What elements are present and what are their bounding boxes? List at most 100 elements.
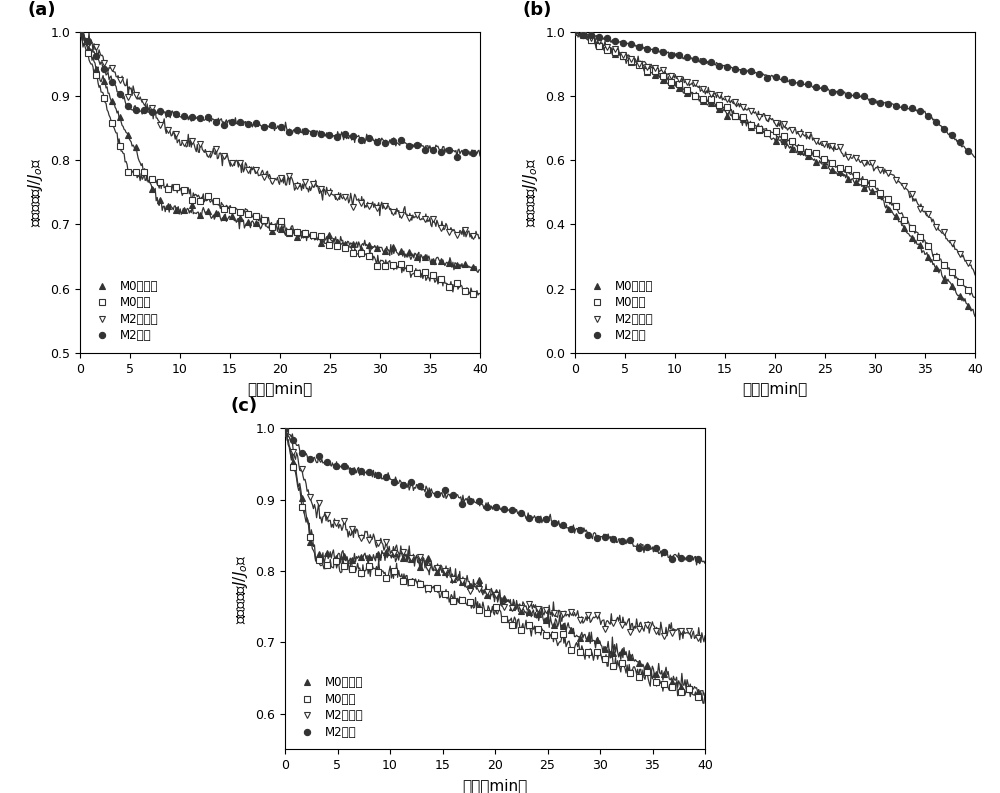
M2光照: [275, 122, 287, 132]
M0无光照: [372, 549, 384, 558]
M0光照: [786, 136, 798, 146]
M2光照: [443, 145, 455, 155]
M0无光照: [778, 136, 790, 146]
M0无光照: [467, 262, 479, 272]
M0光照: [234, 207, 246, 216]
M2光照: [291, 125, 303, 135]
M2无光照: [593, 36, 605, 46]
M2光照: [456, 499, 468, 508]
M0无光照: [275, 224, 287, 234]
M0无光照: [930, 263, 942, 273]
M2无光照: [395, 210, 407, 220]
Line: M2无光照: M2无光照: [282, 427, 701, 641]
M2无光照: [403, 213, 415, 222]
M0光照: [74, 22, 86, 32]
M0无光照: [330, 554, 342, 563]
M2光照: [540, 514, 552, 523]
M0光照: [287, 462, 299, 472]
M0光照: [122, 167, 134, 177]
M2光照: [761, 73, 773, 82]
M0光照: [347, 248, 359, 258]
M0无光照: [810, 157, 822, 167]
M0无光照: [898, 223, 910, 232]
M0光照: [906, 224, 918, 233]
M0光照: [170, 182, 182, 192]
M2光照: [481, 502, 493, 511]
M2光照: [498, 504, 510, 514]
M2光照: [439, 485, 451, 495]
M0无光照: [548, 620, 560, 630]
M2无光照: [414, 552, 426, 561]
M2光照: [745, 67, 757, 76]
M2光照: [226, 117, 238, 126]
M0无光照: [363, 239, 375, 249]
M2无光照: [387, 207, 399, 216]
M2光照: [339, 130, 351, 140]
M0无光照: [473, 576, 485, 585]
M0光照: [922, 241, 934, 251]
M0无光照: [770, 136, 782, 146]
M0光照: [866, 178, 878, 187]
M0光照: [388, 566, 400, 576]
M2无光照: [794, 129, 806, 139]
M0光照: [473, 605, 485, 615]
M2无光照: [914, 204, 926, 213]
Y-axis label: 相对通量（$J/J_o$）: 相对通量（$J/J_o$）: [521, 158, 540, 227]
M2无光照: [585, 33, 597, 43]
M2无光照: [186, 136, 198, 146]
M2光照: [818, 83, 830, 93]
M0无光照: [938, 275, 950, 285]
M0无光照: [379, 247, 391, 256]
M2无光照: [114, 75, 126, 85]
M0无光照: [296, 493, 308, 503]
M2光照: [422, 489, 434, 499]
X-axis label: 时间（min）: 时间（min）: [742, 381, 808, 396]
M2无光照: [721, 94, 733, 104]
M0无光照: [826, 166, 838, 175]
M0光照: [705, 94, 717, 104]
M2无光照: [170, 129, 182, 139]
M2无光照: [379, 201, 391, 210]
M2光照: [574, 525, 586, 534]
M2光照: [850, 90, 862, 100]
M2光照: [338, 461, 350, 470]
M0无光照: [435, 256, 447, 266]
M0无光照: [673, 83, 685, 93]
M0无光照: [313, 549, 325, 558]
M2无光照: [291, 182, 303, 191]
M2无光照: [906, 189, 918, 198]
M2光照: [296, 448, 308, 458]
M0光照: [186, 195, 198, 205]
M0无光照: [242, 217, 254, 227]
M0光照: [380, 573, 392, 582]
M0光照: [609, 47, 621, 56]
M2无光照: [202, 150, 214, 159]
M2光照: [431, 488, 443, 498]
M0无光照: [574, 634, 586, 643]
M2光照: [363, 132, 375, 142]
M2无光照: [962, 259, 974, 268]
M0光照: [721, 102, 733, 112]
M2无光照: [683, 626, 695, 636]
M0无光照: [162, 201, 174, 211]
M2无光照: [339, 192, 351, 201]
M2无光照: [82, 39, 94, 48]
M2无光照: [761, 113, 773, 122]
M0无光照: [532, 610, 544, 619]
M0无光照: [250, 218, 262, 228]
M0光照: [697, 94, 709, 103]
M0无光照: [675, 682, 687, 691]
M0光照: [467, 289, 479, 298]
M2无光照: [882, 169, 894, 178]
M0无光照: [593, 40, 605, 50]
M2光照: [307, 128, 319, 137]
M0光照: [874, 188, 886, 197]
M2无光照: [786, 125, 798, 135]
M0无光照: [338, 551, 350, 561]
M2无光照: [540, 605, 552, 615]
M0光照: [802, 147, 814, 157]
M2无光照: [498, 603, 510, 612]
M2无光照: [641, 62, 653, 71]
M2无光照: [617, 51, 629, 60]
M0无光照: [616, 646, 628, 656]
